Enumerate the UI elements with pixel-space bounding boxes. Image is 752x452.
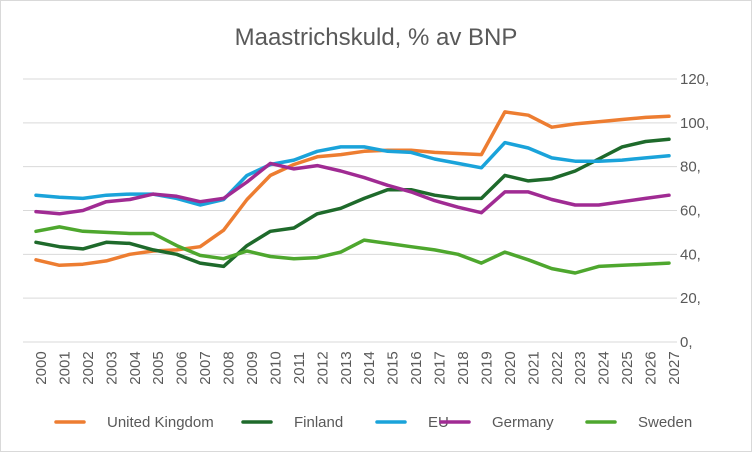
x-tick-label: 2023 [572,351,589,384]
chart-title: Maastrichskuld, % av BNP [235,24,518,51]
x-tick-label: 2013 [338,351,355,384]
x-tick-label: 2022 [549,351,566,384]
legend-label: Finland [294,414,343,431]
legend-label: Sweden [638,414,692,431]
x-tick-label: 2007 [197,351,214,384]
x-tick-label: 2017 [432,351,449,384]
legend-label: United Kingdom [107,414,214,431]
x-tick-label: 2020 [502,351,519,384]
x-tick-label: 2005 [150,351,167,384]
y-tick-label: 0, [680,334,693,351]
x-tick-label: 2003 [103,351,120,384]
x-tick-label: 2008 [221,351,238,384]
y-tick-label: 120, [680,71,709,88]
x-axis-ticks: 2000 2001 2002 2003 2004 2005 2006 2007 2008 2009… [33,351,683,384]
y-axis-ticks: 0, 20, 40, 60, 80, 100, 120, [680,71,709,351]
y-tick-label: 100, [680,115,709,132]
x-tick-label: 2025 [619,351,636,384]
legend: United Kingdom Finland EU Germany Sweden [54,414,692,431]
x-tick-label: 2019 [478,351,495,384]
x-tick-label: 2000 [33,351,50,384]
x-tick-label: 2006 [174,351,191,384]
legend-label: Germany [492,414,554,431]
series-lines [34,110,671,275]
x-tick-label: 2024 [596,351,613,384]
y-tick-label: 80, [680,159,701,176]
x-tick-label: 2021 [525,351,542,384]
x-tick-label: 2027 [666,351,683,384]
series-line-eu [34,140,671,207]
series-line-sweden [34,225,671,275]
x-tick-label: 2026 [643,351,660,384]
x-tick-label: 2001 [56,351,73,384]
series-line-germany [34,161,671,216]
x-tick-label: 2011 [291,352,308,384]
x-tick-label: 2012 [314,351,331,384]
x-tick-label: 2009 [244,351,261,384]
legend-label: EU [428,414,449,431]
x-tick-label: 2018 [455,351,472,384]
x-tick-label: 2002 [80,351,97,384]
x-tick-label: 2004 [127,351,144,384]
x-tick-label: 2010 [267,351,284,384]
series-line-finland [34,137,671,269]
x-tick-label: 2016 [408,351,425,384]
x-tick-label: 2014 [361,351,378,384]
series-line-united-kingdom [34,110,671,268]
y-tick-label: 20, [680,290,701,307]
x-tick-label: 2015 [385,351,402,384]
y-tick-label: 60, [680,203,701,220]
gridlines [23,78,677,343]
y-tick-label: 40, [680,246,701,263]
